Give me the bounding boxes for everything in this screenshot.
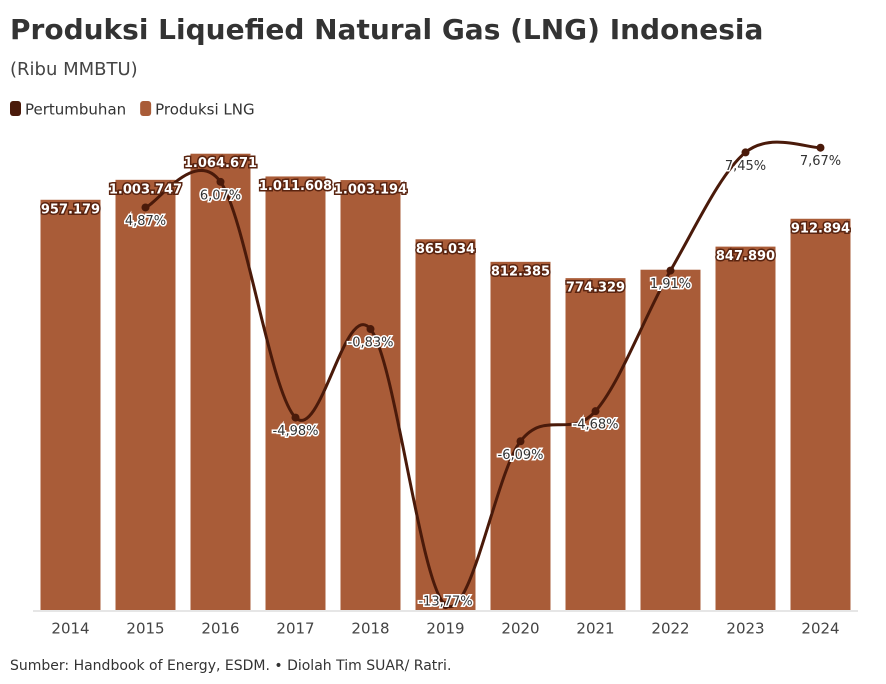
legend-label: Produksi LNG bbox=[155, 101, 254, 119]
bar bbox=[40, 199, 101, 610]
line-point bbox=[666, 266, 675, 275]
line-point bbox=[216, 177, 225, 186]
line-point bbox=[366, 325, 375, 334]
bar-value-label: 1.003.194 bbox=[334, 183, 407, 198]
x-tick-label: 2017 bbox=[276, 620, 314, 638]
line-value-label: 7,45% bbox=[725, 159, 766, 174]
x-tick-label: 2014 bbox=[51, 620, 89, 638]
legend-label: Pertumbuhan bbox=[25, 101, 126, 119]
bar-value-label: 1.011.608 bbox=[259, 179, 332, 194]
x-tick-label: 2015 bbox=[126, 620, 164, 638]
line-value-label: 4,87% bbox=[125, 214, 166, 229]
legend-swatch bbox=[10, 101, 21, 116]
bar bbox=[790, 218, 851, 611]
line-value-label: -13,77% bbox=[418, 595, 472, 610]
line-value-label: -4,68% bbox=[573, 418, 619, 433]
bar-value-label: 1.064.671 bbox=[184, 156, 257, 171]
line-value-label: 7,67% bbox=[800, 154, 841, 169]
x-tick-label: 2018 bbox=[351, 620, 389, 638]
x-tick-label: 2020 bbox=[501, 620, 539, 638]
bar-value-label: 774.329 bbox=[566, 281, 625, 296]
line-point bbox=[441, 601, 450, 610]
line-point bbox=[741, 148, 750, 157]
bar bbox=[340, 180, 401, 611]
bar-value-label: 847.890 bbox=[716, 249, 775, 264]
bar-value-label: 957.179 bbox=[41, 202, 100, 217]
line-value-label: -0,83% bbox=[348, 336, 394, 351]
x-tick-label: 2024 bbox=[801, 620, 839, 638]
bar bbox=[115, 179, 176, 611]
bar bbox=[265, 176, 326, 610]
bar bbox=[565, 278, 626, 610]
line-point bbox=[291, 413, 300, 422]
x-tick-label: 2023 bbox=[726, 620, 764, 638]
chart-subtitle: (Ribu MMBTU) bbox=[10, 59, 138, 80]
line-value-label: -6,09% bbox=[498, 448, 544, 463]
bar-value-label: 1.003.747 bbox=[109, 182, 182, 197]
legend-swatch bbox=[140, 101, 152, 116]
chart-title: Produksi Liquefied Natural Gas (LNG) Ind… bbox=[10, 13, 763, 46]
line-point bbox=[141, 203, 150, 212]
line-point bbox=[591, 407, 600, 416]
bar bbox=[640, 269, 701, 610]
bar bbox=[190, 153, 251, 610]
source-note: Sumber: Handbook of Energy, ESDM. • Diol… bbox=[10, 658, 451, 674]
line-value-label: 6,07% bbox=[200, 188, 241, 203]
bar-value-label: 912.894 bbox=[791, 221, 850, 236]
x-tick-label: 2022 bbox=[651, 620, 689, 638]
line-value-label: -4,98% bbox=[273, 424, 319, 439]
line-point bbox=[516, 437, 525, 446]
line-value-label: 1,91% bbox=[650, 277, 691, 292]
x-tick-label: 2021 bbox=[576, 620, 614, 638]
line-point bbox=[816, 143, 825, 152]
x-tick-label: 2019 bbox=[426, 620, 464, 638]
x-tick-label: 2016 bbox=[201, 620, 239, 638]
bar-value-label: 865.034 bbox=[416, 242, 475, 257]
bar bbox=[715, 246, 776, 610]
bar bbox=[490, 261, 551, 610]
bar-value-label: 812.385 bbox=[491, 264, 550, 279]
